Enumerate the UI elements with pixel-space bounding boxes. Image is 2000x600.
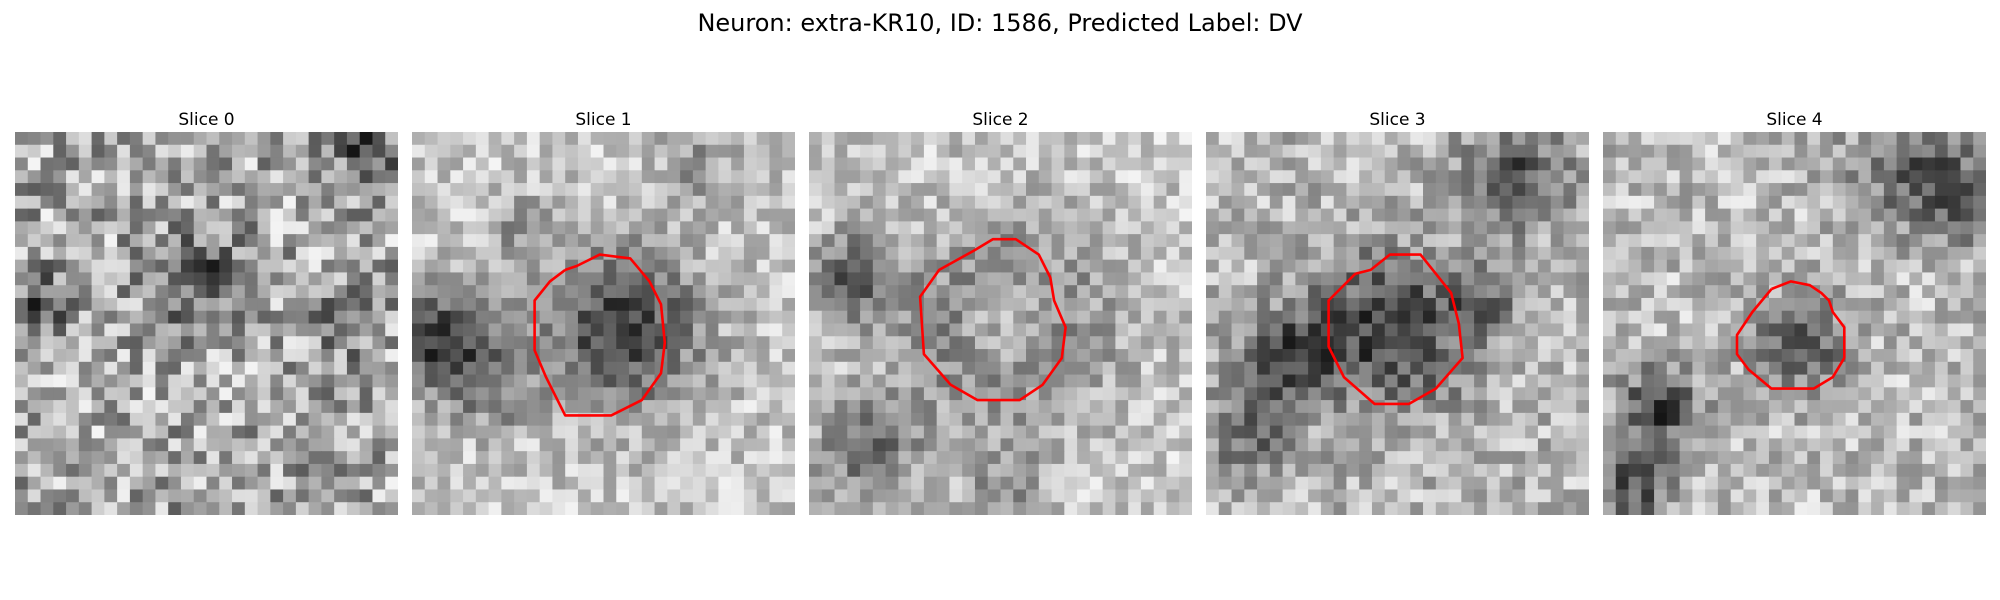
slice-title: Slice 4	[1766, 110, 1823, 130]
slice-title: Slice 0	[178, 110, 235, 130]
slice-image-0	[15, 132, 398, 515]
slice-title: Slice 1	[575, 110, 632, 130]
cell-contour	[1735, 280, 1846, 390]
slice-title: Slice 3	[1369, 110, 1426, 130]
slice-image-3	[1206, 132, 1589, 515]
figure-title: Neuron: extra-KR10, ID: 1586, Predicted …	[697, 9, 1303, 37]
slice-image-4	[1603, 132, 1986, 515]
slice-panel-3: Slice 3	[1206, 108, 1589, 515]
slice-image-1	[412, 132, 795, 515]
slice-panel-4: Slice 4	[1603, 108, 1986, 515]
slice-title: Slice 2	[972, 110, 1029, 130]
slice-image-2	[809, 132, 1192, 515]
cell-contour	[918, 237, 1067, 402]
slice-panel-0: Slice 0	[15, 108, 398, 515]
slice-panel-1: Slice 1	[412, 108, 795, 515]
slice-panel-2: Slice 2	[809, 108, 1192, 515]
cell-contour	[533, 253, 667, 417]
cell-contour	[1327, 253, 1464, 406]
